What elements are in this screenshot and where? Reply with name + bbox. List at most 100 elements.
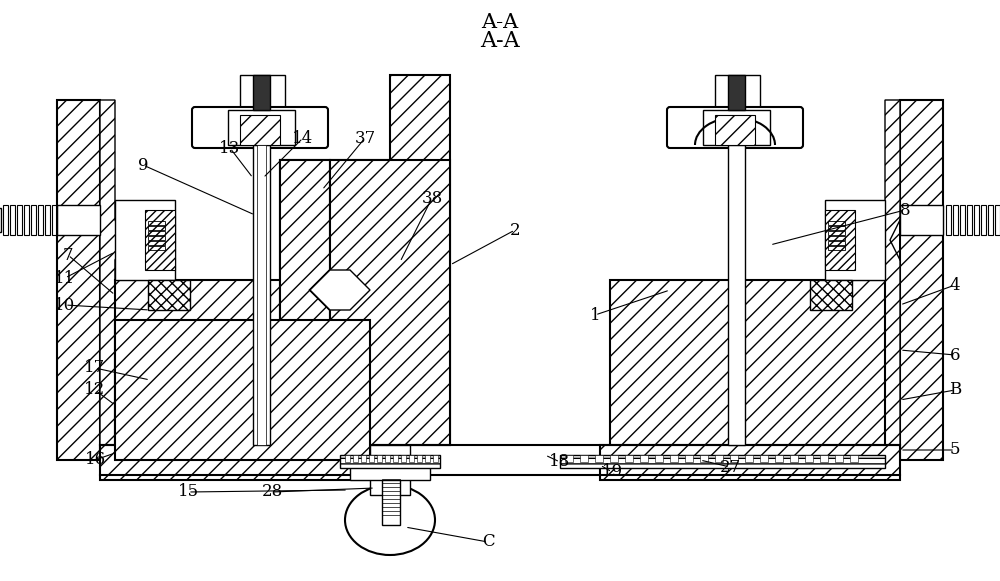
Polygon shape — [280, 160, 330, 445]
Polygon shape — [685, 455, 693, 462]
Polygon shape — [115, 200, 175, 280]
Polygon shape — [715, 115, 755, 145]
Polygon shape — [715, 455, 723, 462]
Polygon shape — [728, 75, 745, 110]
Text: 5: 5 — [950, 442, 960, 458]
Polygon shape — [805, 455, 813, 462]
Polygon shape — [115, 320, 370, 460]
FancyBboxPatch shape — [192, 107, 328, 148]
Polygon shape — [340, 455, 440, 468]
Polygon shape — [433, 455, 438, 462]
Polygon shape — [670, 455, 678, 462]
Polygon shape — [885, 100, 900, 460]
Polygon shape — [345, 455, 350, 462]
Polygon shape — [560, 455, 885, 468]
Polygon shape — [820, 455, 828, 462]
Text: 11: 11 — [54, 270, 76, 286]
Polygon shape — [240, 75, 285, 110]
Polygon shape — [728, 145, 745, 445]
Text: 18: 18 — [549, 454, 571, 471]
Polygon shape — [610, 280, 885, 460]
Polygon shape — [425, 455, 430, 462]
Polygon shape — [382, 480, 400, 525]
Polygon shape — [148, 280, 190, 310]
Polygon shape — [228, 110, 295, 145]
Polygon shape — [825, 200, 885, 280]
Polygon shape — [580, 455, 588, 462]
Polygon shape — [370, 445, 410, 495]
Polygon shape — [115, 280, 370, 460]
Polygon shape — [361, 455, 366, 462]
Polygon shape — [595, 455, 603, 462]
Polygon shape — [310, 160, 450, 445]
Polygon shape — [240, 115, 280, 145]
Text: 12: 12 — [84, 382, 106, 399]
Text: 4: 4 — [950, 277, 960, 293]
Text: 16: 16 — [84, 451, 106, 468]
Text: 10: 10 — [54, 296, 76, 314]
Text: 38: 38 — [421, 189, 443, 206]
Text: 17: 17 — [84, 360, 106, 376]
Polygon shape — [253, 145, 270, 445]
Polygon shape — [253, 75, 270, 110]
Polygon shape — [350, 465, 430, 480]
Polygon shape — [393, 455, 398, 462]
Polygon shape — [409, 455, 414, 462]
Polygon shape — [390, 75, 450, 445]
Polygon shape — [610, 455, 618, 462]
Text: 9: 9 — [138, 156, 148, 174]
Text: 28: 28 — [261, 483, 283, 500]
Text: 14: 14 — [292, 130, 314, 146]
Polygon shape — [730, 455, 738, 462]
Text: 2: 2 — [510, 221, 520, 238]
Polygon shape — [145, 210, 175, 270]
Polygon shape — [790, 455, 798, 462]
Text: 15: 15 — [177, 483, 199, 500]
Text: A-A: A-A — [480, 30, 520, 52]
Polygon shape — [385, 455, 390, 462]
Polygon shape — [369, 455, 374, 462]
Polygon shape — [565, 455, 573, 462]
Text: 7: 7 — [63, 246, 73, 264]
Polygon shape — [835, 455, 843, 462]
Polygon shape — [377, 455, 382, 462]
Polygon shape — [625, 455, 633, 462]
Polygon shape — [825, 210, 855, 270]
Polygon shape — [900, 205, 943, 235]
Polygon shape — [775, 455, 783, 462]
Text: 8: 8 — [900, 202, 910, 218]
Polygon shape — [900, 100, 943, 460]
Polygon shape — [745, 455, 753, 462]
Polygon shape — [760, 455, 768, 462]
Polygon shape — [401, 455, 406, 462]
Polygon shape — [280, 160, 390, 445]
Text: 19: 19 — [601, 464, 623, 480]
Polygon shape — [100, 445, 390, 480]
Polygon shape — [0, 208, 1, 232]
Polygon shape — [640, 455, 648, 462]
Text: A-A: A-A — [481, 13, 519, 31]
Polygon shape — [600, 445, 900, 480]
FancyBboxPatch shape — [667, 107, 803, 148]
Text: 13: 13 — [219, 139, 241, 156]
Polygon shape — [810, 280, 852, 310]
Text: B: B — [949, 382, 961, 399]
Text: 27: 27 — [719, 458, 741, 475]
Polygon shape — [353, 455, 358, 462]
Ellipse shape — [345, 485, 435, 555]
Polygon shape — [850, 455, 858, 462]
Polygon shape — [703, 110, 770, 145]
Polygon shape — [417, 455, 422, 462]
Polygon shape — [310, 270, 370, 310]
Polygon shape — [100, 100, 125, 460]
Polygon shape — [257, 145, 266, 445]
Polygon shape — [700, 455, 708, 462]
Text: 37: 37 — [354, 130, 376, 146]
Polygon shape — [57, 100, 100, 460]
Polygon shape — [57, 205, 100, 235]
Polygon shape — [655, 455, 663, 462]
Polygon shape — [715, 75, 760, 110]
Text: 1: 1 — [590, 307, 600, 324]
Text: C: C — [482, 533, 494, 551]
Text: 6: 6 — [950, 346, 960, 364]
